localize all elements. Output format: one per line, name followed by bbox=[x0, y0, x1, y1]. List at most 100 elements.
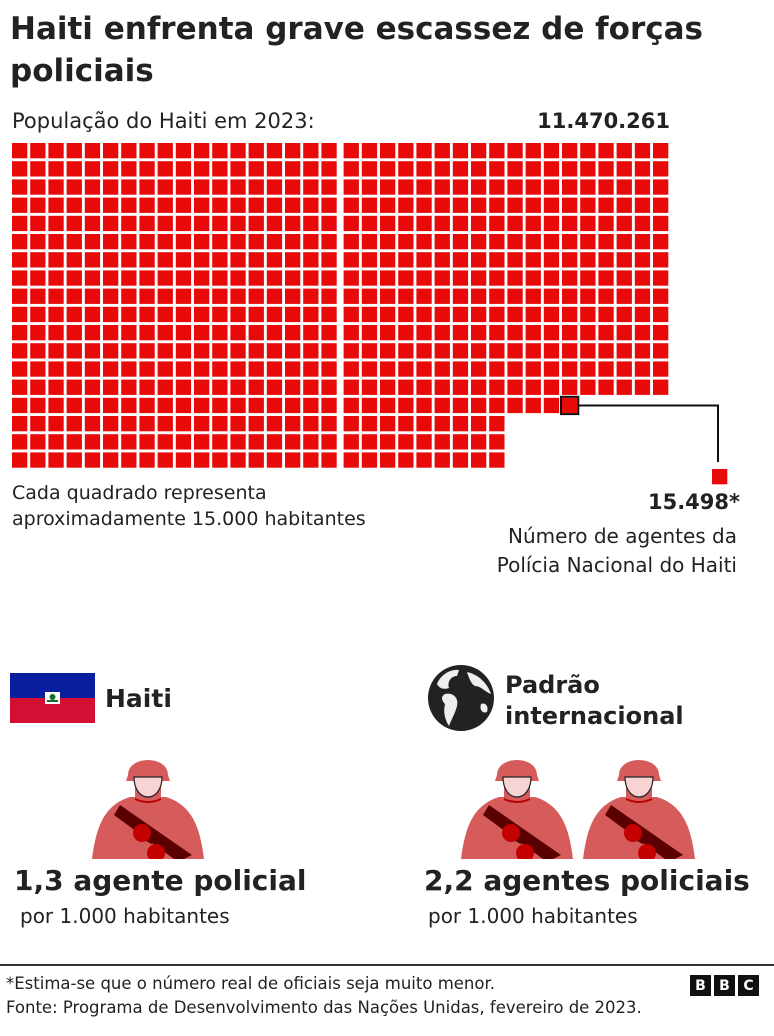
waffle-square bbox=[121, 270, 137, 286]
waffle-square bbox=[84, 179, 101, 195]
waffle-square bbox=[525, 343, 541, 359]
waffle-square bbox=[398, 397, 414, 414]
waffle-square bbox=[380, 252, 396, 268]
waffle-square bbox=[248, 343, 264, 359]
waffle-square bbox=[230, 143, 246, 159]
waffle-square bbox=[434, 416, 450, 432]
waffle-square bbox=[416, 215, 432, 232]
waffle-square bbox=[48, 416, 64, 432]
waffle-square bbox=[380, 416, 396, 432]
waffle-square bbox=[303, 270, 319, 286]
waffle-square bbox=[489, 361, 505, 377]
waffle-square bbox=[285, 361, 301, 377]
waffle-square bbox=[66, 397, 82, 414]
callout-line bbox=[578, 404, 719, 462]
waffle-square bbox=[634, 325, 651, 341]
waffle-square bbox=[361, 397, 378, 414]
waffle-square bbox=[380, 379, 396, 395]
waffle-square bbox=[507, 179, 523, 195]
waffle-square bbox=[212, 325, 228, 341]
waffle-square bbox=[452, 234, 469, 250]
waffle-square bbox=[285, 161, 301, 177]
waffle-square bbox=[121, 143, 137, 159]
waffle-square bbox=[321, 252, 337, 268]
population-label: População do Haiti em 2023: bbox=[12, 109, 315, 133]
waffle-square bbox=[66, 215, 82, 232]
waffle-square bbox=[285, 325, 301, 341]
waffle-square bbox=[139, 416, 155, 432]
waffle-square bbox=[66, 179, 82, 195]
waffle-square bbox=[157, 215, 173, 232]
waffle-square bbox=[12, 434, 28, 450]
globe-icon bbox=[428, 665, 494, 731]
waffle-square bbox=[562, 179, 578, 195]
waffle-square bbox=[285, 452, 301, 468]
waffle-square bbox=[361, 270, 378, 286]
waffle-square bbox=[471, 252, 487, 268]
waffle-square bbox=[616, 306, 632, 323]
waffle-square bbox=[398, 215, 414, 232]
waffle-square bbox=[580, 288, 596, 304]
waffle-square bbox=[175, 379, 192, 395]
waffle-square bbox=[212, 343, 228, 359]
waffle-square bbox=[194, 325, 210, 341]
waffle-square bbox=[194, 179, 210, 195]
waffle-square bbox=[634, 161, 651, 177]
waffle-square bbox=[12, 361, 28, 377]
waffle-square bbox=[303, 434, 319, 450]
waffle-square bbox=[580, 306, 596, 323]
waffle-square bbox=[562, 252, 578, 268]
waffle-square bbox=[471, 361, 487, 377]
waffle-square bbox=[361, 361, 378, 377]
waffle-square bbox=[139, 288, 155, 304]
waffle-square bbox=[139, 306, 155, 323]
waffle-square bbox=[84, 143, 101, 159]
waffle-square bbox=[452, 343, 469, 359]
waffle-square bbox=[489, 161, 505, 177]
waffle-square bbox=[471, 452, 487, 468]
waffle-square bbox=[489, 416, 505, 432]
waffle-square bbox=[507, 161, 523, 177]
waffle-square bbox=[361, 252, 378, 268]
waffle-square bbox=[212, 252, 228, 268]
waffle-square bbox=[84, 416, 101, 432]
police-label-line-2: Polícia Nacional do Haiti bbox=[496, 553, 737, 577]
waffle-square bbox=[543, 143, 560, 159]
waffle-square bbox=[398, 434, 414, 450]
waffle-square bbox=[452, 397, 469, 414]
waffle-square bbox=[230, 343, 246, 359]
waffle-square bbox=[616, 379, 632, 395]
waffle-square bbox=[580, 197, 596, 213]
waffle-square bbox=[452, 434, 469, 450]
waffle-square bbox=[653, 161, 669, 177]
waffle-square bbox=[266, 288, 283, 304]
waffle-square bbox=[175, 306, 192, 323]
waffle-square bbox=[66, 288, 82, 304]
waffle-square bbox=[175, 270, 192, 286]
waffle-square bbox=[452, 161, 469, 177]
waffle-square bbox=[157, 416, 173, 432]
waffle-square bbox=[230, 197, 246, 213]
waffle-square bbox=[48, 197, 64, 213]
waffle-square bbox=[175, 452, 192, 468]
waffle-square bbox=[525, 288, 541, 304]
waffle-square bbox=[452, 252, 469, 268]
waffle-square bbox=[84, 343, 101, 359]
waffle-square bbox=[212, 288, 228, 304]
waffle-square bbox=[139, 270, 155, 286]
waffle-square bbox=[230, 306, 246, 323]
waffle-square bbox=[543, 234, 560, 250]
waffle-square bbox=[48, 179, 64, 195]
waffle-square bbox=[66, 361, 82, 377]
waffle-square bbox=[48, 161, 64, 177]
waffle-square bbox=[489, 179, 505, 195]
waffle-square bbox=[343, 252, 359, 268]
waffle-square bbox=[471, 234, 487, 250]
waffle-square bbox=[175, 143, 192, 159]
waffle-square bbox=[580, 234, 596, 250]
waffle-square bbox=[416, 416, 432, 432]
waffle-square bbox=[434, 397, 450, 414]
waffle-square bbox=[30, 234, 46, 250]
waffle-square bbox=[562, 143, 578, 159]
waffle-square bbox=[175, 197, 192, 213]
